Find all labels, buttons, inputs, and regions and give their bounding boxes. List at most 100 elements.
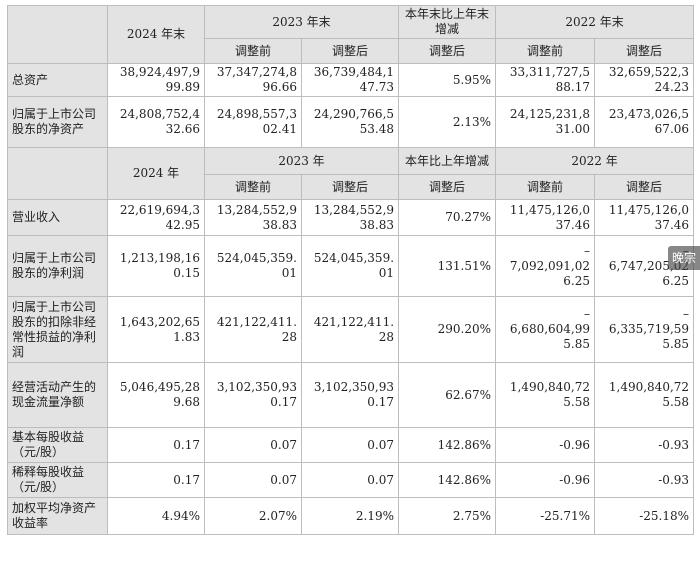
watermark-badge: 晚宗 <box>668 246 700 270</box>
row-label: 加权平均净资产收益率 <box>7 497 108 535</box>
value-2024: 1,643,202,65 1.83 <box>107 296 205 363</box>
value-line: 524,045,359. <box>216 251 297 265</box>
value-line: – <box>683 307 690 321</box>
value-2023-before: 2.07% <box>204 497 302 535</box>
value-line: 02.41 <box>262 122 297 136</box>
value-line: 33,311,727,5 <box>509 65 591 79</box>
value-line: 11,475,126,0 <box>608 202 690 217</box>
value-change: 290.20% <box>398 296 497 363</box>
value-line: 2.19% <box>355 508 395 523</box>
value-2023-after: 524,045,359. 01 <box>300 235 400 297</box>
value-line: 36,739,484,1 <box>313 65 395 79</box>
value-2023-before: 13,284,552,9 38.83 <box>204 199 302 236</box>
row-label: 归属于上市公司股东的净资产 <box>7 96 108 148</box>
value-line: 38.83 <box>262 217 297 232</box>
value-line: 96.66 <box>262 80 297 94</box>
value-change: 2.13% <box>398 96 497 148</box>
value-line: 1.83 <box>173 329 200 344</box>
value-2022-after: 23,473,026,5 67.06 <box>594 96 695 148</box>
corner-cell <box>7 147 108 200</box>
value-2022-before: 24,125,231,8 31.00 <box>495 96 596 148</box>
table-row: 总资产 38,924,497,9 99.89 37,347,274,8 96.66 36,… <box>7 63 695 97</box>
value-line: -0.93 <box>658 437 690 452</box>
table-row: 稀释每股收益（元/股） 0.17 0.07 0.07 142.86% -0.96 -0.93 <box>7 462 695 498</box>
table-row: 归属于上市公司股东的净利润 1,213,198,16 0.15 524,045,359… <box>7 235 695 297</box>
value-line: 22,619,694,3 <box>119 202 200 217</box>
value-line: 0.07 <box>270 437 297 452</box>
value-line: 5.85 <box>662 337 690 351</box>
value-line: 37,347,274,8 <box>216 65 297 79</box>
value-line: 0.07 <box>367 437 395 452</box>
value-2022-after: –6,335,719,59 5.85 <box>594 296 695 363</box>
value-line: 0.07 <box>367 472 395 487</box>
value-line: 11,475,126,0 <box>509 202 591 217</box>
value-line: 0.17 <box>270 395 297 409</box>
value-change: 2.75% <box>398 497 497 535</box>
value-2022-before: 1,490,840,72 5.58 <box>495 362 596 428</box>
value-line: 3,102,350,93 <box>216 380 297 394</box>
value-change: 142.86% <box>398 462 497 498</box>
row-label: 归属于上市公司股东的扣除非经常性损益的净利润 <box>7 296 108 363</box>
header-2024-end: 2024 年末 <box>107 5 205 64</box>
value-line: 7,092,091,02 <box>509 258 591 273</box>
value-2023-after: 36,739,484,1 47.73 <box>300 63 400 97</box>
value-2024: 5,046,495,28 9.68 <box>107 362 205 428</box>
financial-summary-table: 2024 年末 2023 年末 本年末比上年末增减 2022 年末 调整前 调整… <box>7 5 695 535</box>
value-2023-after: 3,102,350,93 0.17 <box>300 362 400 428</box>
value-2023-before: 24,898,557,3 02.41 <box>204 96 302 148</box>
row-label: 稀释每股收益（元/股） <box>7 462 108 498</box>
value-2022-before: –7,092,091,02 6.25 <box>495 235 596 297</box>
header-2024-year: 2024 年 <box>107 147 205 200</box>
value-2024: 24,808,752,4 32.66 <box>107 96 205 148</box>
value-line: 524,045,359. <box>313 251 395 265</box>
value-2023-before: 3,102,350,93 0.17 <box>204 362 302 428</box>
value-line: 1,490,840,72 <box>509 380 591 394</box>
value-line: 32,659,522,3 <box>608 65 690 79</box>
value-line: 2.07% <box>258 508 297 523</box>
value-change: 70.27% <box>398 199 497 236</box>
value-2022-before: -25.71% <box>495 497 596 535</box>
row-label: 基本每股收益（元/股） <box>7 427 108 463</box>
value-line: 24,290,766,5 <box>313 107 395 121</box>
header-2022-before: 调整前 <box>495 174 596 200</box>
header-2022-year: 2022 年 <box>495 147 695 175</box>
row-label: 总资产 <box>7 63 108 97</box>
value-2023-before: 524,045,359. 01 <box>204 235 302 297</box>
table-row: 归属于上市公司股东的净资产 24,808,752,4 32.66 24,898,557… <box>7 96 695 148</box>
header-change-year: 本年比上年增减 <box>398 147 497 175</box>
value-line: 24,125,231,8 <box>509 107 591 121</box>
value-line: 67.06 <box>654 122 690 136</box>
value-2022-after: -25.18% <box>594 497 695 535</box>
value-line: 47.73 <box>359 80 395 94</box>
value-line: 0.17 <box>173 437 200 452</box>
value-2022-before: -0.96 <box>495 427 596 463</box>
header-2022-after: 调整后 <box>594 38 695 64</box>
value-line: -0.96 <box>559 472 591 487</box>
table-row: 加权平均净资产收益率 4.94% 2.07% 2.19% 2.75% -25.71% -25… <box>7 497 695 535</box>
value-line: 28 <box>378 329 395 344</box>
value-line: 1,490,840,72 <box>608 380 690 394</box>
value-line: 5,046,495,28 <box>119 380 200 394</box>
value-2023-before: 421,122,411. 28 <box>204 296 302 363</box>
value-line: 01 <box>378 266 395 280</box>
header-2023-before: 调整前 <box>204 38 302 64</box>
value-line: 9.68 <box>173 395 200 409</box>
value-line: 13,284,552,9 <box>216 202 297 217</box>
value-2023-before: 37,347,274,8 96.66 <box>204 63 302 97</box>
value-2024: 0.17 <box>107 427 205 463</box>
value-line: 37.46 <box>654 217 690 232</box>
value-line: 88.17 <box>555 80 591 94</box>
header-change: 本年末比上年末增减 <box>398 5 497 39</box>
value-line: 421,122,411. <box>216 314 297 329</box>
value-line: 0.17 <box>173 472 200 487</box>
value-line: – <box>584 243 591 258</box>
value-change: 5.95% <box>398 63 497 97</box>
value-2022-before: –6,680,604,99 5.85 <box>495 296 596 363</box>
header-2023-before: 调整前 <box>204 174 302 200</box>
table-row: 基本每股收益（元/股） 0.17 0.07 0.07 142.86% -0.96 -0.93 <box>7 427 695 463</box>
value-line: – <box>584 307 591 321</box>
value-2023-after: 421,122,411. 28 <box>300 296 400 363</box>
value-line: 32.66 <box>165 122 200 136</box>
value-2022-after: 32,659,522,3 24.23 <box>594 63 695 97</box>
value-line: 23,473,026,5 <box>608 107 690 121</box>
